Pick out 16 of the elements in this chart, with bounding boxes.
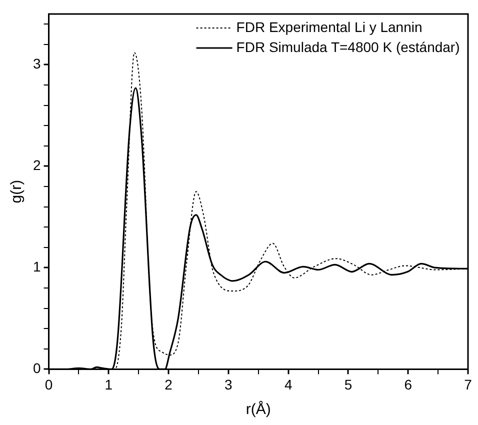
y-tick-label: 0 <box>32 360 41 376</box>
x-tick-label: 5 <box>344 376 352 392</box>
legend-label: FDR Experimental Li y Lannin <box>236 18 422 35</box>
y-tick-label: 3 <box>32 56 41 72</box>
x-tick-label: 1 <box>104 376 113 392</box>
y-axis-title: g(r) <box>8 180 26 204</box>
x-tick-label: 3 <box>224 376 233 392</box>
y-tick-label: 2 <box>32 157 41 174</box>
x-axis-title: r(Å) <box>246 400 271 418</box>
x-tick-label: 0 <box>44 376 53 392</box>
x-tick-label: 4 <box>284 376 292 392</box>
x-tick-label: 2 <box>164 376 173 392</box>
x-tick-label: 6 <box>404 376 412 392</box>
legend-label: FDR Simulada T=4800 K (estándar) <box>236 38 460 55</box>
y-tick-label: 1 <box>32 258 41 275</box>
x-tick-label: 7 <box>464 376 472 392</box>
